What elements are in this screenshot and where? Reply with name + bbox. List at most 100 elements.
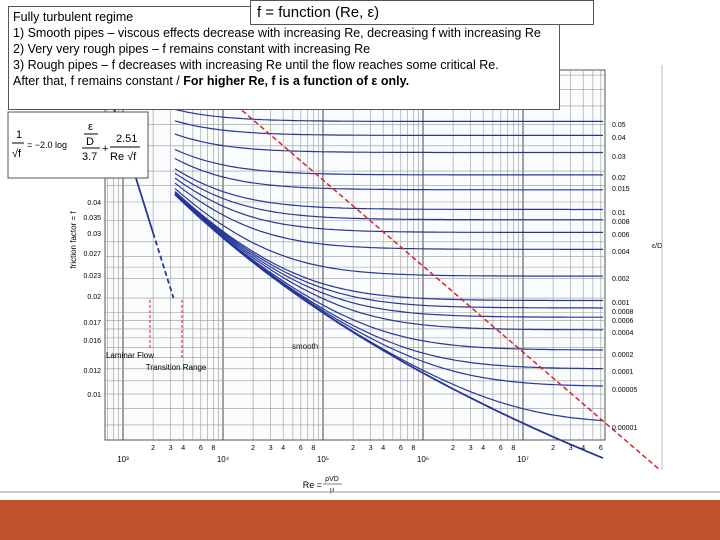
laminar-label: Laminar Flow (106, 351, 154, 360)
formula-text: 2.51 (116, 133, 137, 145)
f-tick-label: 0.012 (83, 368, 101, 375)
title-box: f = function (Re, ε) (250, 0, 594, 25)
f-tick-label: 0.01 (87, 392, 101, 399)
roughness-label: 0.0002 (612, 352, 634, 359)
notes-heading: Fully turbulent regime (13, 10, 134, 24)
formula-text: = −2.0 log (27, 140, 67, 150)
re-minor-label: 6 (299, 445, 303, 452)
x-label: ρVD (325, 476, 339, 483)
f-tick-label: 0.023 (83, 273, 101, 280)
formula-text: √f (12, 148, 22, 160)
smooth-label: smooth (292, 342, 318, 351)
re-decade-label: 10⁴ (217, 455, 230, 464)
re-minor-label: 4 (481, 445, 485, 452)
roughness-label: 0.01 (612, 210, 626, 217)
limit-line (229, 99, 661, 471)
f-tick-label: 0.016 (83, 338, 101, 345)
footer-bar (0, 500, 720, 540)
re-minor-label: 2 (251, 445, 255, 452)
roughness-curve (174, 193, 604, 459)
re-minor-label: 4 (281, 445, 285, 452)
roughness-label: 0.006 (612, 232, 630, 239)
roughness-label: 0.008 (612, 219, 630, 226)
re-minor-label: 2 (551, 445, 555, 452)
re-minor-label: 8 (311, 445, 315, 452)
roughness-curve (174, 168, 603, 211)
note-item: 1) Smooth pipes – viscous effects decrea… (13, 26, 541, 40)
re-minor-label: 3 (369, 445, 373, 452)
re-minor-label: 6 (199, 445, 203, 452)
roughness-label: 0.05 (612, 122, 626, 129)
note-item: 2) Very very rough pipes – f remains con… (13, 42, 371, 56)
roughness-curve (174, 193, 603, 351)
roughness-label: 0.015 (612, 186, 630, 193)
roughness-curve (174, 172, 603, 221)
x-label: μ (330, 487, 334, 494)
roughness-curve (174, 120, 603, 136)
re-decade-label: 10³ (117, 455, 129, 464)
roughness-axis-label: ε/D (652, 243, 662, 250)
f-tick-label: 0.03 (87, 231, 101, 238)
title: f = function (Re, ε) (257, 4, 380, 21)
formula-box (7, 111, 149, 179)
re-minor-label: 8 (511, 445, 515, 452)
f-tick-label: 0.017 (83, 320, 101, 327)
re-minor-label: 6 (499, 445, 503, 452)
formula-text: 1 (16, 129, 22, 141)
formula-text: Re √f (110, 151, 137, 163)
roughness-label: 0.04 (612, 135, 626, 142)
roughness-label: 0.002 (612, 276, 630, 283)
formula-text: + (102, 143, 108, 155)
formula-text: ε (88, 121, 93, 133)
formula-text: D (86, 136, 94, 148)
x-label: Re = (303, 480, 322, 490)
f-tick-label: 0.04 (87, 200, 101, 207)
re-minor-label: 2 (351, 445, 355, 452)
roughness-label: 0.001 (612, 300, 630, 307)
note-item: 3) Rough pipes – f decreases with increa… (13, 58, 499, 72)
roughness-curve (174, 177, 603, 233)
y-axis-label: friction factor = f (69, 211, 78, 269)
roughness-label: 0.0004 (612, 330, 634, 337)
roughness-curve (174, 108, 603, 122)
formula: 1 √f = −2.0 log ε D 3.7 + 2.51 Re √f (12, 121, 140, 163)
roughness-curve (174, 191, 603, 302)
re-minor-label: 8 (211, 445, 215, 452)
re-minor-label: 4 (181, 445, 185, 452)
roughness-label: 0.03 (612, 154, 626, 161)
re-minor-label: 2 (151, 445, 155, 452)
roughness-curve (174, 182, 603, 250)
roughness-curve (174, 191, 603, 309)
re-decade-label: 10⁷ (517, 455, 529, 464)
re-minor-label: 4 (381, 445, 385, 452)
roughness-curve (174, 192, 603, 331)
re-decade-label: 10⁶ (417, 455, 429, 464)
roughness-label: 0.004 (612, 249, 630, 256)
roughness-label: 0.0006 (612, 318, 634, 325)
re-minor-label: 4 (581, 445, 585, 452)
note-last: After that, f remains constant / For hig… (13, 73, 555, 89)
re-minor-label: 3 (169, 445, 173, 452)
roughness-label: 0.00001 (612, 425, 637, 432)
roughness-label: 0.0008 (612, 309, 634, 316)
formula-text: 3.7 (82, 151, 97, 163)
roughness-label: 0.0001 (612, 369, 634, 376)
roughness-curve (174, 133, 603, 154)
roughness-label: 0.00005 (612, 387, 637, 394)
plot-area (104, 69, 606, 441)
roughness-curve (174, 188, 603, 277)
re-minor-label: 6 (599, 445, 603, 452)
re-minor-label: 8 (411, 445, 415, 452)
roughness-curve (174, 192, 603, 318)
roughness-label: 0.02 (612, 175, 626, 182)
re-minor-label: 3 (569, 445, 573, 452)
moody-content: Laminar Flow Transition Range smooth 0.04 0.… (69, 65, 662, 494)
re-minor-label: 2 (451, 445, 455, 452)
f-tick-label: 0.027 (83, 251, 101, 258)
note-text: After that, f remains constant / (13, 74, 184, 88)
f-tick-label: 0.02 (87, 294, 101, 301)
transition-label: Transition Range (146, 363, 207, 372)
re-minor-label: 3 (269, 445, 273, 452)
